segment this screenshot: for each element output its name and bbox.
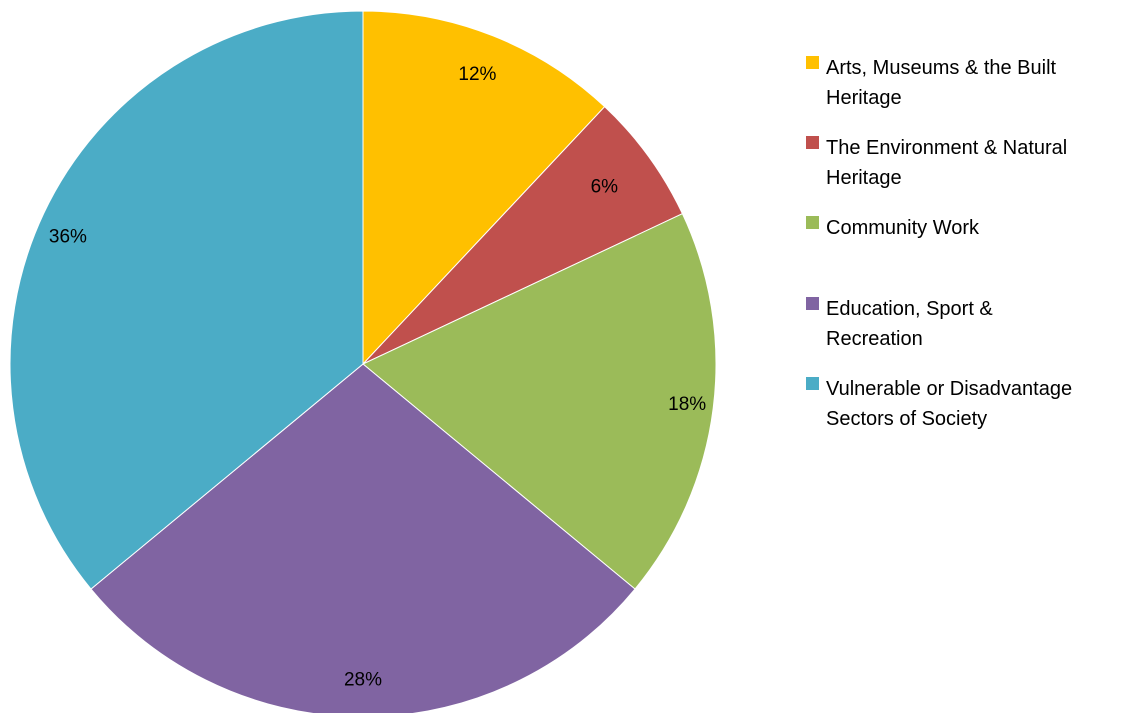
slice-value-label-the-environment-and-natural-heritage: 6% (591, 176, 619, 197)
legend-item-community-work: Community Work (806, 216, 980, 239)
legend-label: Heritage (826, 87, 902, 109)
legend-label: Vulnerable or Disadvantage (826, 378, 1072, 400)
pie-slice-education-sport-and-recreation (90, 363, 636, 713)
legend-swatch (806, 136, 819, 149)
legend-swatch (806, 56, 819, 69)
legend-swatch (806, 216, 819, 229)
legend-label: Sectors of Society (826, 408, 987, 430)
legend-label: Education, Sport & (826, 298, 993, 320)
legend-swatch (806, 297, 819, 310)
pie-slice-labels: 12% 6% 18% 28% 36% (49, 64, 706, 690)
legend-item-arts-museums-and-the-built-heritage: Arts, Museums & the Built Heritage (806, 56, 1057, 109)
legend-label: Community Work (826, 217, 980, 239)
legend-label: Arts, Museums & the Built (826, 57, 1057, 79)
legend-item-vulnerable-or-disadvantage-sectors-of-society: Vulnerable or Disadvantage Sectors of Soc… (806, 377, 1072, 430)
legend-swatch (806, 377, 819, 390)
slice-value-label-community-work: 18% (668, 394, 706, 415)
legend-item-the-environment-and-natural-heritage: The Environment & Natural Heritage (806, 136, 1067, 189)
slice-value-label-education-sport-and-recreation: 28% (344, 670, 382, 691)
pie-slices (9, 10, 717, 713)
legend-label: Recreation (826, 328, 923, 350)
slice-value-label-vulnerable-or-disadvantage-sectors-of-society: 36% (49, 227, 87, 248)
legend-label: The Environment & Natural (826, 137, 1067, 159)
legend-item-education-sport-and-recreation: Education, Sport & Recreation (806, 297, 993, 350)
slice-value-label-arts-museums-and-the-built-heritage: 12% (458, 64, 496, 85)
legend-label: Heritage (826, 167, 902, 189)
pie-slice-vulnerable-or-disadvantage-sectors-of-society (9, 10, 364, 590)
pie-slice-arts-museums-and-the-built-heritage (362, 10, 606, 366)
pie-slice-community-work (362, 213, 717, 590)
pie-slice-the-environment-and-natural-heritage (362, 105, 684, 365)
